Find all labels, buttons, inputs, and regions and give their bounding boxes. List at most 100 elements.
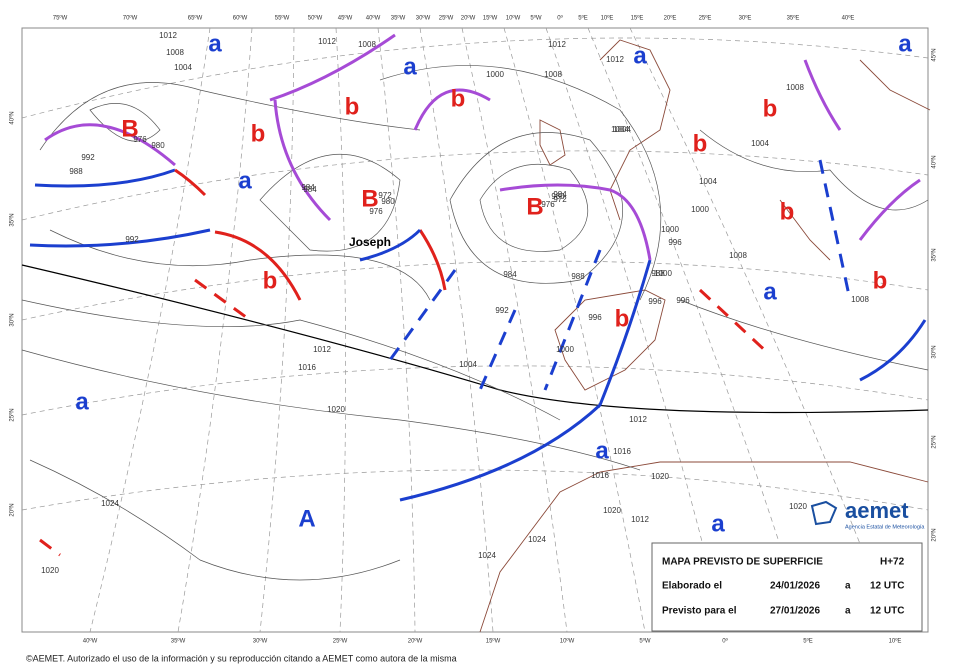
pressure-center: A [298,505,315,532]
pressure-center: a [75,388,89,415]
longitude-label: 25ºW [439,15,454,22]
coastline [779,199,831,261]
isobar-label: 1008 [358,40,376,49]
isobar-label: 976 [369,207,383,216]
meridian [461,27,568,633]
pressure-center: a [208,30,222,57]
isobar [39,82,421,151]
cold-front [359,228,422,262]
longitude-label: 35ºW [391,15,406,22]
longitude-label: 40ºE [842,15,855,22]
longitude-label: 15ºW [483,15,498,22]
isobar [379,65,662,301]
pressure-center: b [615,305,630,332]
pressure-center: a [595,437,609,464]
coastline [554,289,666,391]
isobar-label: 1016 [298,363,316,372]
isobar-label: 976 [541,200,555,209]
latitude-label: 30ºN [931,345,938,358]
pressure-center: b [251,120,266,147]
longitude-label: 5ºE [578,15,588,22]
trough [388,159,852,391]
isobar-label: 1008 [786,83,804,92]
isobar-label: 996 [588,313,602,322]
isobar [259,153,401,252]
isobar-label: 996 [668,238,682,247]
info-box [651,542,923,632]
coastline [539,119,566,166]
longitude-label: 70ºW [123,15,138,22]
meridian [377,27,416,633]
latitude-label: 45ºN [931,48,938,61]
latitude-label: 20ºN [931,528,938,541]
longitude-label: 40ºW [83,638,98,645]
warm-front [418,229,447,291]
isobar [29,459,401,581]
longitude-label: 30ºW [416,15,431,22]
info-cell: 24/01/2026 [770,581,820,592]
pressure-center: b [345,93,360,120]
parallel [21,469,929,511]
isobar-label: 976 [133,135,147,144]
pressure-center: b [263,267,278,294]
longitude-label: 20ºW [461,15,476,22]
cold-front [399,259,652,502]
pressure-center: b [451,85,466,112]
isobar-label: 992 [81,153,95,162]
longitude-label: 60ºW [233,15,248,22]
isobar-label: 1020 [651,472,669,481]
longitude-label: 5ºE [803,638,813,645]
pressure-center: B [361,185,378,212]
parallel [21,365,929,416]
isobar-label: 996 [676,296,690,305]
latitude-label: 25ºN [9,408,16,421]
longitude-label: 25ºW [333,638,348,645]
isobar-label: 1008 [729,251,747,260]
latitude-label: 30ºN [9,313,16,326]
warm-front [214,230,302,301]
info-cell: Previsto para el [662,606,737,617]
isobar-label: 984 [301,183,315,192]
isobar [21,349,641,471]
longitude-label: 40ºW [366,15,381,22]
parallel [21,37,929,119]
isobar-label: 1000 [691,205,709,214]
occluded-front [413,88,491,131]
longitude-label: 15ºE [631,15,644,22]
meridian [177,27,253,633]
isobar-label: 1012 [629,415,647,424]
longitude-label: 50ºW [308,15,323,22]
isobar [479,163,589,252]
isobar-label: 1020 [603,506,621,515]
latitude-label: 35ºN [9,213,16,226]
longitude-label: 25ºE [699,15,712,22]
occluded-front [803,59,842,131]
longitude-label: 5ºW [639,638,651,645]
isobar-label: 1004 [751,139,769,148]
occluded-front [499,183,652,261]
longitude-label: 5ºW [530,15,542,22]
isobar-label: 992 [495,306,509,315]
longitude-label: 30ºW [253,638,268,645]
latitude-label: 25ºN [931,435,938,448]
isobar [89,103,161,142]
isobar-label: 1004 [459,360,477,369]
isobar [49,229,431,301]
isobar [449,132,623,284]
map-frame [21,27,929,633]
isobar-label: 972 [378,191,392,200]
isobar-label: 1004 [611,125,629,134]
isobar-label: 1012 [159,31,177,40]
occluded-front [44,123,176,167]
isobar-label: 1024 [478,551,496,560]
longitude-label: 10ºE [601,15,614,22]
longitude-label: 35ºE [787,15,800,22]
meridian [419,27,494,633]
isobar-label: 1012 [606,55,624,64]
isobar-label: 988 [69,167,83,176]
info-cell: 27/01/2026 [770,606,820,617]
cold-front [29,228,211,248]
isobar-label: 988 [651,269,665,278]
pressure-center: b [873,267,888,294]
